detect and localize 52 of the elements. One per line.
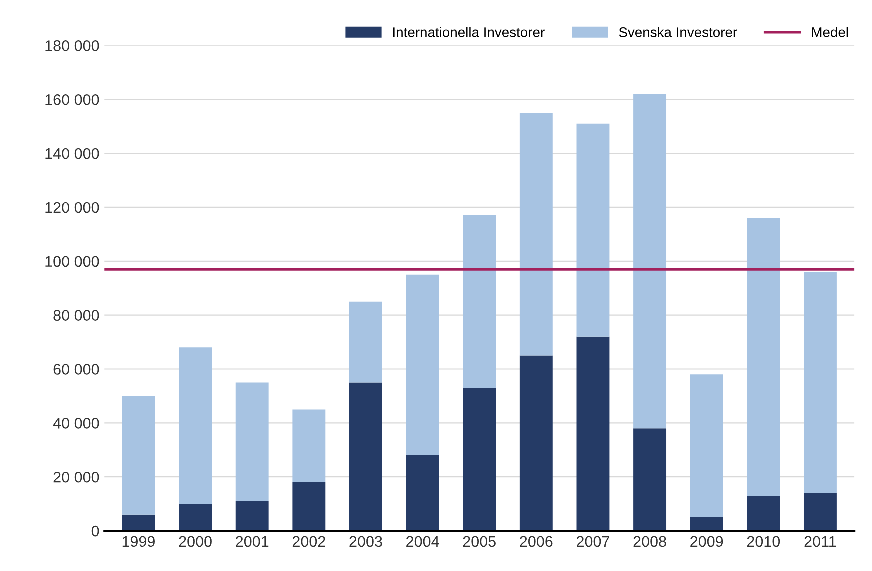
bar bbox=[463, 216, 496, 388]
y-tick-label: 140 000 bbox=[46, 148, 100, 160]
bar bbox=[292, 410, 326, 482]
y-tick-label: 60 000 bbox=[54, 364, 100, 375]
x-tick-label: 2008 bbox=[634, 536, 666, 548]
bar bbox=[292, 482, 326, 532]
x-tick-label: 2007 bbox=[577, 536, 610, 548]
x-tick-label: 2004 bbox=[406, 536, 440, 548]
y-tick-label: 120 000 bbox=[46, 202, 100, 214]
bar bbox=[690, 374, 724, 518]
bar bbox=[804, 493, 837, 532]
bar bbox=[804, 272, 837, 494]
x-tick-label: 2000 bbox=[179, 536, 212, 548]
bar bbox=[463, 388, 496, 532]
bar bbox=[576, 124, 610, 337]
bar bbox=[406, 456, 440, 532]
bar bbox=[576, 336, 610, 532]
bar bbox=[520, 356, 553, 532]
x-tick-label: 2001 bbox=[236, 536, 269, 548]
bar bbox=[179, 504, 212, 532]
y-tick-label: 100 000 bbox=[46, 256, 100, 268]
bar bbox=[350, 302, 382, 383]
x-tick-label: 2011 bbox=[804, 536, 836, 548]
bar bbox=[747, 496, 780, 532]
y-tick-label: 80 000 bbox=[54, 310, 100, 322]
bar bbox=[122, 514, 156, 532]
bar bbox=[406, 274, 440, 456]
legend-label: Medel bbox=[812, 27, 848, 38]
x-tick-label: 2010 bbox=[747, 536, 780, 548]
x-tick-label: 2009 bbox=[690, 536, 724, 548]
bar bbox=[236, 501, 269, 532]
legend-label: Internationella Investorer bbox=[394, 27, 545, 38]
y-tick-label: 0 bbox=[92, 526, 100, 537]
x-tick-label: 2005 bbox=[463, 536, 496, 548]
y-tick-label: 160 000 bbox=[46, 94, 100, 106]
y-tick-label: 20 000 bbox=[54, 472, 100, 483]
x-tick-label: 2003 bbox=[350, 536, 382, 548]
bar bbox=[236, 382, 269, 502]
x-tick-label: 2002 bbox=[292, 536, 326, 548]
bar bbox=[634, 94, 667, 429]
x-tick-label: 2006 bbox=[520, 536, 553, 548]
bar bbox=[520, 113, 553, 356]
y-tick-label: 180 000 bbox=[46, 40, 100, 52]
bar bbox=[634, 428, 667, 532]
bar bbox=[122, 396, 156, 515]
bar bbox=[350, 382, 382, 532]
legend-label: Svenska Investorer bbox=[619, 27, 738, 38]
bar bbox=[179, 348, 212, 504]
bar bbox=[747, 218, 780, 496]
x-tick-label: 1999 bbox=[122, 536, 155, 548]
bar bbox=[690, 518, 724, 532]
y-tick-label: 40 000 bbox=[53, 418, 100, 429]
